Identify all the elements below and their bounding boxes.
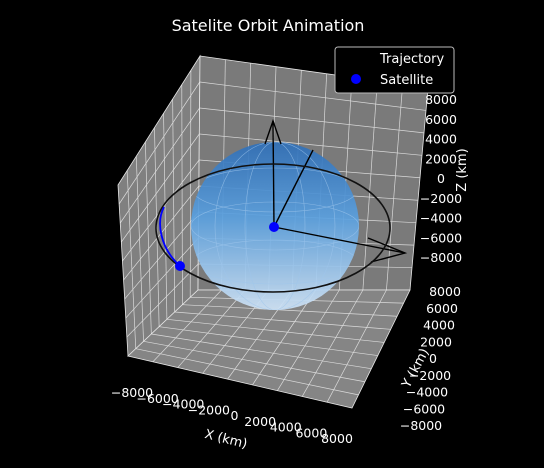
trajectory-trail — [159, 206, 181, 267]
grid-line — [199, 81, 427, 111]
y-tick-label: −2000 — [409, 368, 451, 383]
grid-line — [177, 289, 246, 368]
z-tick-label: −8000 — [420, 250, 462, 265]
grid-line — [151, 333, 372, 370]
grid-line — [126, 263, 199, 338]
grid-line — [135, 348, 359, 396]
z-arrow-head — [264, 118, 282, 145]
z-tick-label: 8000 — [425, 92, 457, 107]
z-tick-label: −6000 — [420, 230, 462, 245]
z-tick-label: 0 — [437, 171, 445, 186]
grid-line — [121, 133, 200, 243]
z-axis-label: Z (km) — [455, 148, 470, 191]
y-tick-label: 2000 — [420, 334, 452, 349]
grid-line — [326, 289, 387, 403]
grid-line — [386, 84, 404, 291]
x-tick-label: −2000 — [188, 402, 230, 417]
x-tick-label: −6000 — [136, 391, 178, 406]
x-tick-label: −8000 — [111, 385, 153, 400]
grid-line — [362, 80, 378, 291]
grid-line — [189, 70, 192, 298]
earth-latitude-line — [191, 201, 359, 251]
grid-line — [159, 326, 378, 356]
y-tick-label: −6000 — [403, 401, 445, 416]
grid-line — [163, 113, 168, 320]
y-tick-label: −8000 — [400, 418, 442, 433]
grid-line — [199, 107, 425, 134]
grid-line — [152, 289, 222, 363]
grid-line — [174, 311, 391, 330]
grid-line — [277, 289, 340, 391]
earth-center-point — [269, 222, 279, 232]
x-tick-label: −4000 — [162, 397, 204, 412]
z-tick-label: 2000 — [425, 151, 457, 166]
satellite-point — [175, 261, 185, 271]
grid-line — [166, 318, 385, 343]
z-tick-label: −2000 — [420, 191, 462, 206]
x-arrow-head — [367, 237, 408, 263]
grid-line — [143, 340, 365, 383]
legend: Trajectory Satellite — [334, 46, 455, 94]
y-tick-label: 4000 — [423, 318, 455, 333]
grid-line — [119, 107, 200, 224]
grid-line — [118, 81, 201, 205]
legend-satellite-label: Satellite — [380, 73, 433, 88]
earth-meridian-line — [214, 142, 336, 310]
z-tick-labels: −8000 −6000 −4000 −2000 0 2000 4000 6000 8000 — [420, 92, 462, 265]
grid-line — [182, 304, 398, 317]
grid-line — [199, 133, 423, 156]
x-tick-label: 8000 — [321, 431, 353, 446]
chart-title: Satelite Orbit Animation — [172, 16, 365, 35]
x-tick-label: 4000 — [270, 420, 302, 435]
z-arrow — [272, 120, 275, 228]
trajectory-orbit — [155, 163, 391, 293]
legend-trajectory-label: Trajectory — [379, 52, 444, 67]
grid-line — [172, 98, 176, 313]
grid-line — [126, 170, 137, 349]
grid-line — [124, 211, 199, 300]
x-tick-label: 0 — [231, 408, 239, 423]
grid-line — [125, 237, 199, 319]
y-tick-label: −4000 — [406, 385, 448, 400]
x-tick-label: 6000 — [295, 425, 327, 440]
z-tick-label: −4000 — [420, 211, 462, 226]
y-tick-label: 6000 — [426, 301, 458, 316]
x-tick-label: 2000 — [244, 414, 276, 429]
y-tick-label: 0 — [429, 351, 437, 366]
grid-line — [144, 141, 152, 335]
y-arrow — [273, 149, 314, 228]
z-tick-label: 4000 — [425, 132, 457, 147]
earth-meridian-line — [244, 142, 306, 310]
grid-line — [252, 289, 317, 386]
grid-line — [301, 289, 364, 397]
y-tick-label: 8000 — [429, 284, 461, 299]
z-tick-label: 6000 — [425, 112, 457, 127]
grid-line — [135, 156, 144, 342]
legend-satellite-swatch — [351, 74, 361, 84]
